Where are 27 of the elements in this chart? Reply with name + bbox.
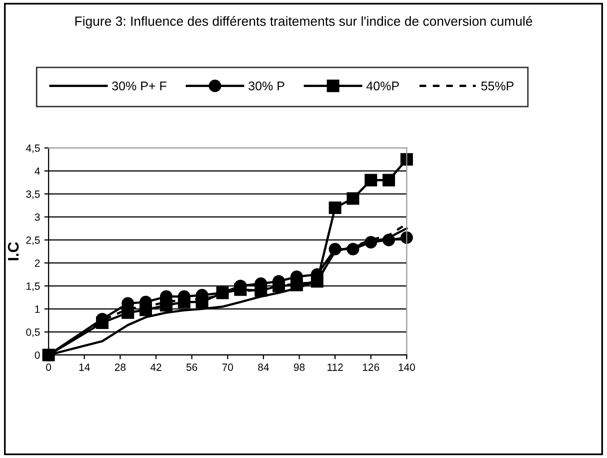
y-tick-label: 2: [34, 259, 40, 267]
y-tick-label: 4: [34, 168, 40, 175]
chart-title: Figure 3: Influence des différents traitements sur l'indice de conversion cumulé: [75, 16, 532, 28]
y-tick-label: 3,5: [26, 190, 40, 200]
x-tick-label: 98: [294, 364, 305, 371]
x-tick-label: 70: [222, 364, 234, 371]
y-tick-label: 3: [34, 213, 40, 221]
legend-label: 30% P: [248, 82, 284, 90]
y-tick-label: 1,5: [26, 282, 40, 292]
x-tick-label: 84: [258, 364, 269, 371]
legend-label: 40%P: [366, 82, 399, 90]
x-tick-label: 126: [362, 364, 380, 371]
x-tick-label: 42: [150, 364, 162, 371]
legend-label: 55%P: [481, 82, 514, 90]
x-tick-label: 28: [114, 364, 126, 371]
x-tick-label: 0: [46, 364, 52, 371]
y-tick-label: 0,5: [26, 328, 40, 338]
x-tick-label: 140: [398, 364, 415, 371]
y-tick-label: 0: [34, 351, 40, 359]
y-tick-label: 4,5: [26, 144, 40, 154]
x-tick-label: 14: [79, 364, 90, 371]
legend-label: 30% P+ F: [112, 82, 166, 90]
y-axis-title: I.C: [8, 242, 19, 260]
x-tick-label: 112: [328, 364, 343, 371]
y-tick-label: 2,5: [26, 236, 40, 246]
y-tick-label: 1: [35, 306, 40, 313]
x-tick-label: 56: [186, 364, 198, 371]
